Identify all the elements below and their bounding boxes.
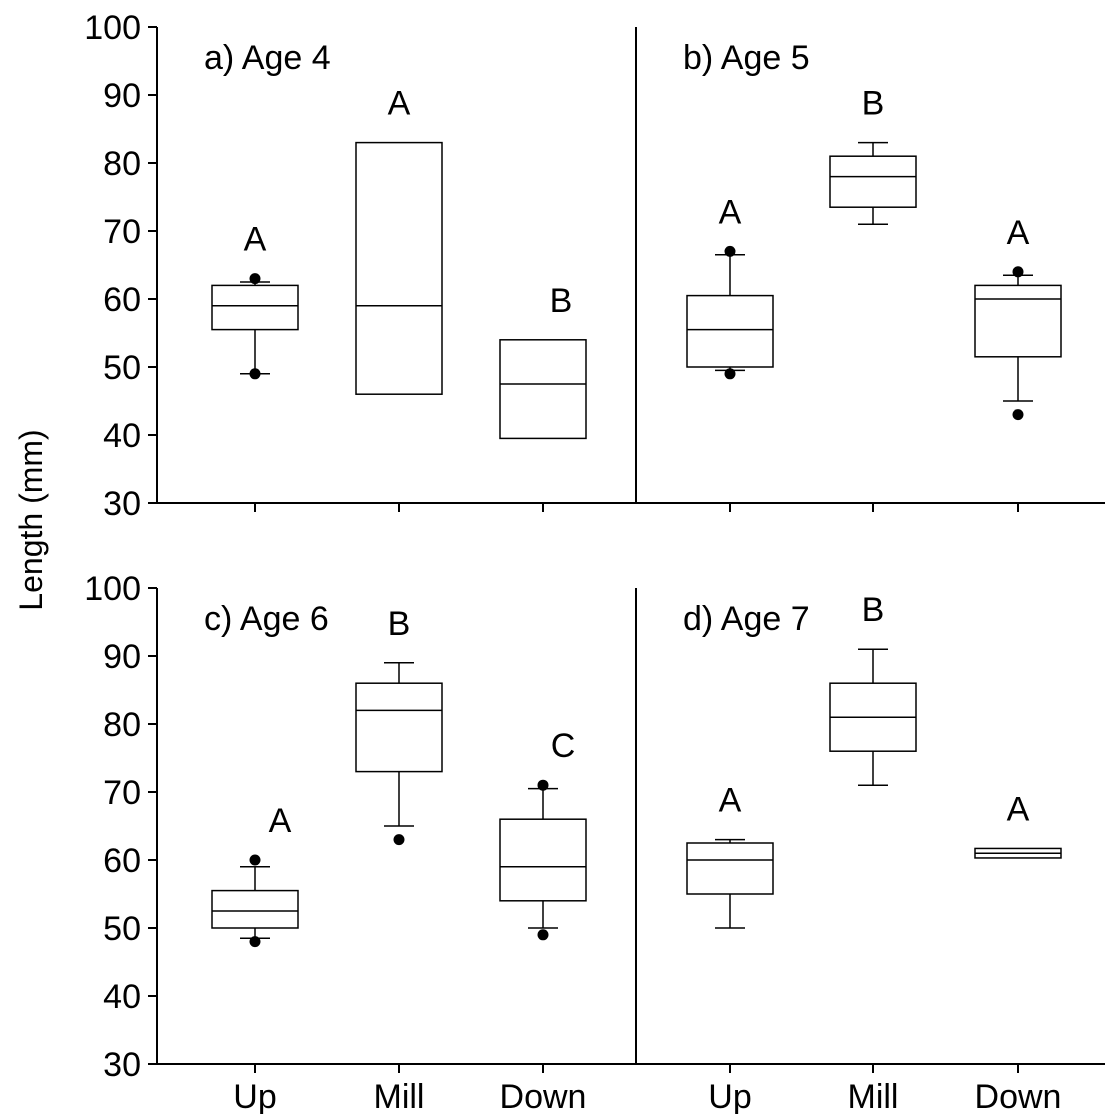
y-tick-label: 50 (103, 349, 141, 387)
outlier-point (724, 245, 736, 257)
iqr-box (211, 889, 299, 929)
y-tick-label: 60 (103, 842, 141, 880)
panel-2: b) Age 5 A B A (635, 27, 1105, 512)
panel-3: 30 40 50 60 70 80 90 100 c) Age 6 Up A Mill B Down C (84, 570, 636, 1114)
significance-letter: B (862, 591, 885, 629)
x-tick-label: Down (975, 1078, 1062, 1114)
x-tick-label: Up (233, 1078, 276, 1114)
box-mill: B (829, 85, 917, 512)
significance-letter: A (244, 221, 267, 259)
y-tick-label: 80 (103, 145, 141, 183)
y-axis-label: Length (mm) (13, 429, 49, 610)
box-down: B (499, 282, 587, 512)
significance-letter: B (388, 605, 411, 643)
panel-4: d) Age 7 Up A Mill B Down A (635, 588, 1105, 1114)
outlier-point (393, 834, 405, 846)
y-tick-label: 70 (103, 213, 141, 251)
outlier-point (1012, 266, 1024, 278)
x-tick-label: Mill (374, 1078, 425, 1114)
x-tick-label: Mill (848, 1078, 899, 1114)
box-up: A (686, 193, 774, 512)
y-tick-label: 50 (103, 910, 141, 948)
iqr-box (686, 842, 774, 895)
box-up: A (211, 221, 299, 512)
iqr-box (355, 141, 443, 395)
iqr-box (499, 818, 587, 902)
y-tick-label: 60 (103, 281, 141, 319)
significance-letter: B (862, 85, 885, 123)
box-up: Up A (686, 782, 774, 1114)
box-down: Down A (974, 790, 1062, 1114)
outlier-point (249, 854, 261, 866)
significance-letter: B (550, 282, 573, 320)
y-tick-label: 70 (103, 774, 141, 812)
panel-1: 30 40 50 60 70 80 90 100 a) Age 4 A A B (84, 9, 636, 523)
box-down: A (974, 214, 1062, 512)
outlier-point (537, 929, 549, 941)
significance-letter: A (1007, 214, 1030, 252)
y-tick-label: 80 (103, 706, 141, 744)
panel-title: a) Age 4 (204, 39, 331, 77)
iqr-box (499, 339, 587, 440)
significance-letter: A (388, 85, 411, 123)
panel-title: d) Age 7 (683, 600, 810, 638)
iqr-box (974, 284, 1062, 358)
significance-letter: A (719, 193, 742, 231)
y-tick-label: 100 (84, 570, 141, 608)
y-tick-label: 30 (103, 1046, 141, 1084)
x-tick-label: Down (500, 1078, 587, 1114)
outlier-point (1012, 409, 1024, 421)
iqr-box (211, 284, 299, 331)
x-tick-label: Up (708, 1078, 751, 1114)
outlier-point (249, 936, 261, 948)
box-mill: Mill B (355, 605, 443, 1114)
significance-letter: A (719, 782, 742, 820)
outlier-point (724, 368, 736, 380)
y-tick-label: 30 (103, 485, 141, 523)
iqr-box (355, 682, 443, 773)
box-mill: A (355, 85, 443, 512)
y-tick-label: 40 (103, 978, 141, 1016)
iqr-box (686, 294, 774, 368)
significance-letter: A (269, 802, 292, 840)
iqr-box (829, 155, 917, 208)
outlier-point (249, 368, 261, 380)
panel-title: b) Age 5 (683, 39, 810, 77)
significance-letter: C (551, 727, 576, 765)
y-tick-label: 100 (84, 9, 141, 47)
significance-letter: A (1007, 790, 1030, 828)
y-tick-label: 90 (103, 638, 141, 676)
box-mill: Mill B (829, 591, 917, 1114)
panel-title: c) Age 6 (204, 600, 329, 638)
box-up: Up A (211, 802, 299, 1114)
box-down: Down C (499, 727, 587, 1114)
y-tick-label: 90 (103, 77, 141, 115)
outlier-point (249, 273, 261, 285)
y-tick-label: 40 (103, 417, 141, 455)
outlier-point (537, 779, 549, 791)
